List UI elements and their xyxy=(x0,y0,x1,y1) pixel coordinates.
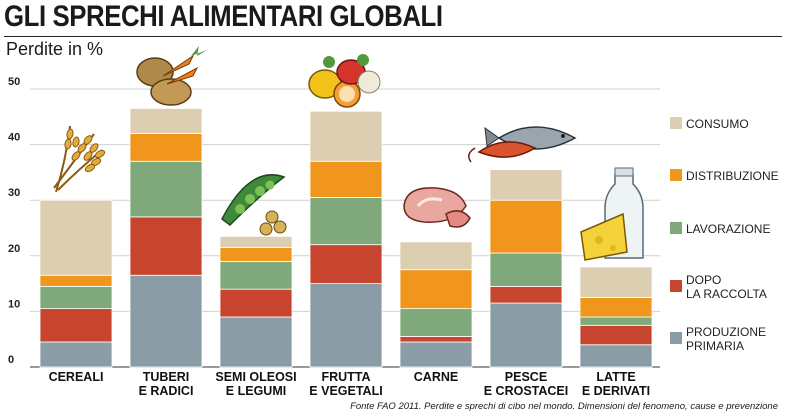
x-tick-label: PESCE xyxy=(505,370,547,384)
bar-segment xyxy=(579,324,653,346)
legend-label: DOPO xyxy=(686,273,721,287)
potato-carrot-icon xyxy=(136,46,207,106)
source-note: Fonte FAO 2011. Perdite e sprechi di cib… xyxy=(350,401,778,412)
bar-segment xyxy=(219,316,293,368)
milk-cheese-icon xyxy=(580,167,644,261)
legend-label: LAVORAZIONE xyxy=(686,222,770,236)
bar-segment xyxy=(489,302,563,368)
bar-segment xyxy=(489,199,563,254)
bar-segment xyxy=(129,108,203,134)
wheat-icon xyxy=(53,125,106,193)
bar-segment xyxy=(399,308,473,337)
legend-label: PRODUZIONE xyxy=(686,325,766,339)
x-tick-label: E CROSTACEI xyxy=(484,384,569,398)
x-tick-label: LATTE xyxy=(596,370,635,384)
y-tick-label: 30 xyxy=(8,187,20,199)
bar-segment xyxy=(309,160,383,198)
bar-segment xyxy=(489,285,563,304)
legend-swatch xyxy=(670,332,682,344)
x-tick-label: TUBERI xyxy=(143,370,190,384)
bar-segment xyxy=(129,160,203,218)
bar-segment xyxy=(489,169,563,201)
bar-segment xyxy=(399,269,473,310)
fish-shrimp-icon xyxy=(468,126,577,163)
x-tick-label: E DERIVATI xyxy=(582,384,650,398)
bar-segment xyxy=(219,288,293,318)
legend-label: DISTRIBUZIONE xyxy=(686,169,779,183)
bar-segment xyxy=(309,244,383,284)
x-tick-label: SEMI OLEOSI xyxy=(215,370,296,384)
bar-segment xyxy=(39,274,113,287)
bar-segment xyxy=(39,341,113,368)
x-tick-label: CEREALI xyxy=(49,370,104,384)
y-tick-label: 20 xyxy=(8,243,20,255)
chart-title: GLI SPRECHI ALIMENTARI GLOBALI xyxy=(4,0,443,33)
y-tick-label: 10 xyxy=(8,298,20,310)
bar-segment xyxy=(39,308,113,343)
legend-swatch xyxy=(670,280,682,292)
y-tick-labels: 0 10 20 30 40 50 xyxy=(8,76,20,366)
legend-label: PRIMARIA xyxy=(686,339,744,353)
bar-segment xyxy=(309,283,383,368)
x-tick-label: FRUTTA xyxy=(321,370,370,384)
bar-segment xyxy=(399,241,473,271)
legend-swatch xyxy=(670,169,682,181)
title-divider xyxy=(4,36,782,37)
peapod-icon xyxy=(221,174,287,236)
bar-segment xyxy=(309,110,383,162)
x-tick-label: CARNE xyxy=(414,370,458,384)
legend-label: CONSUMO xyxy=(686,117,749,131)
x-tick-label: E VEGETALI xyxy=(309,384,382,398)
x-tick-label: E LEGUMI xyxy=(226,384,286,398)
fruit-vegetable-icon xyxy=(308,54,381,108)
legend-swatch xyxy=(670,222,682,234)
legend-swatch xyxy=(670,117,682,129)
bar-segment xyxy=(39,199,113,276)
bar-segment xyxy=(219,247,293,262)
bar-segment xyxy=(579,266,653,298)
bar-segment xyxy=(579,344,653,368)
y-tick-label: 0 xyxy=(8,354,14,366)
bar-segment xyxy=(129,216,203,276)
bar-segment xyxy=(39,285,113,310)
bar-segment xyxy=(489,252,563,287)
y-tick-label: 40 xyxy=(8,132,20,144)
y-axis-label: Perdite in % xyxy=(6,39,104,59)
bar-segment xyxy=(579,316,653,326)
meat-icon xyxy=(403,187,471,228)
bar-segment xyxy=(219,260,293,290)
bar-segment xyxy=(579,297,653,318)
bar-segment xyxy=(219,235,293,248)
legend-label: LA RACCOLTA xyxy=(686,287,767,301)
x-tick-label: E RADICI xyxy=(139,384,194,398)
y-tick-label: 50 xyxy=(8,76,20,88)
bar-segment xyxy=(129,133,203,162)
bar-stacks xyxy=(39,108,653,368)
bar-segment xyxy=(129,274,203,368)
bar-segment xyxy=(399,341,473,368)
bar-segment xyxy=(309,197,383,246)
bar-segment xyxy=(399,336,473,343)
